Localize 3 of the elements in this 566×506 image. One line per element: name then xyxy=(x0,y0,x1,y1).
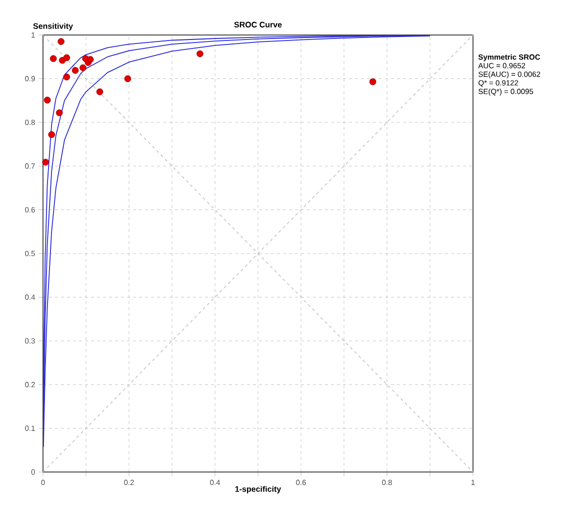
x-axis-title: 1-specificity xyxy=(235,486,282,494)
y-axis-title: Sensitivity xyxy=(33,22,73,30)
chart-title: SROC Curve xyxy=(234,22,282,28)
